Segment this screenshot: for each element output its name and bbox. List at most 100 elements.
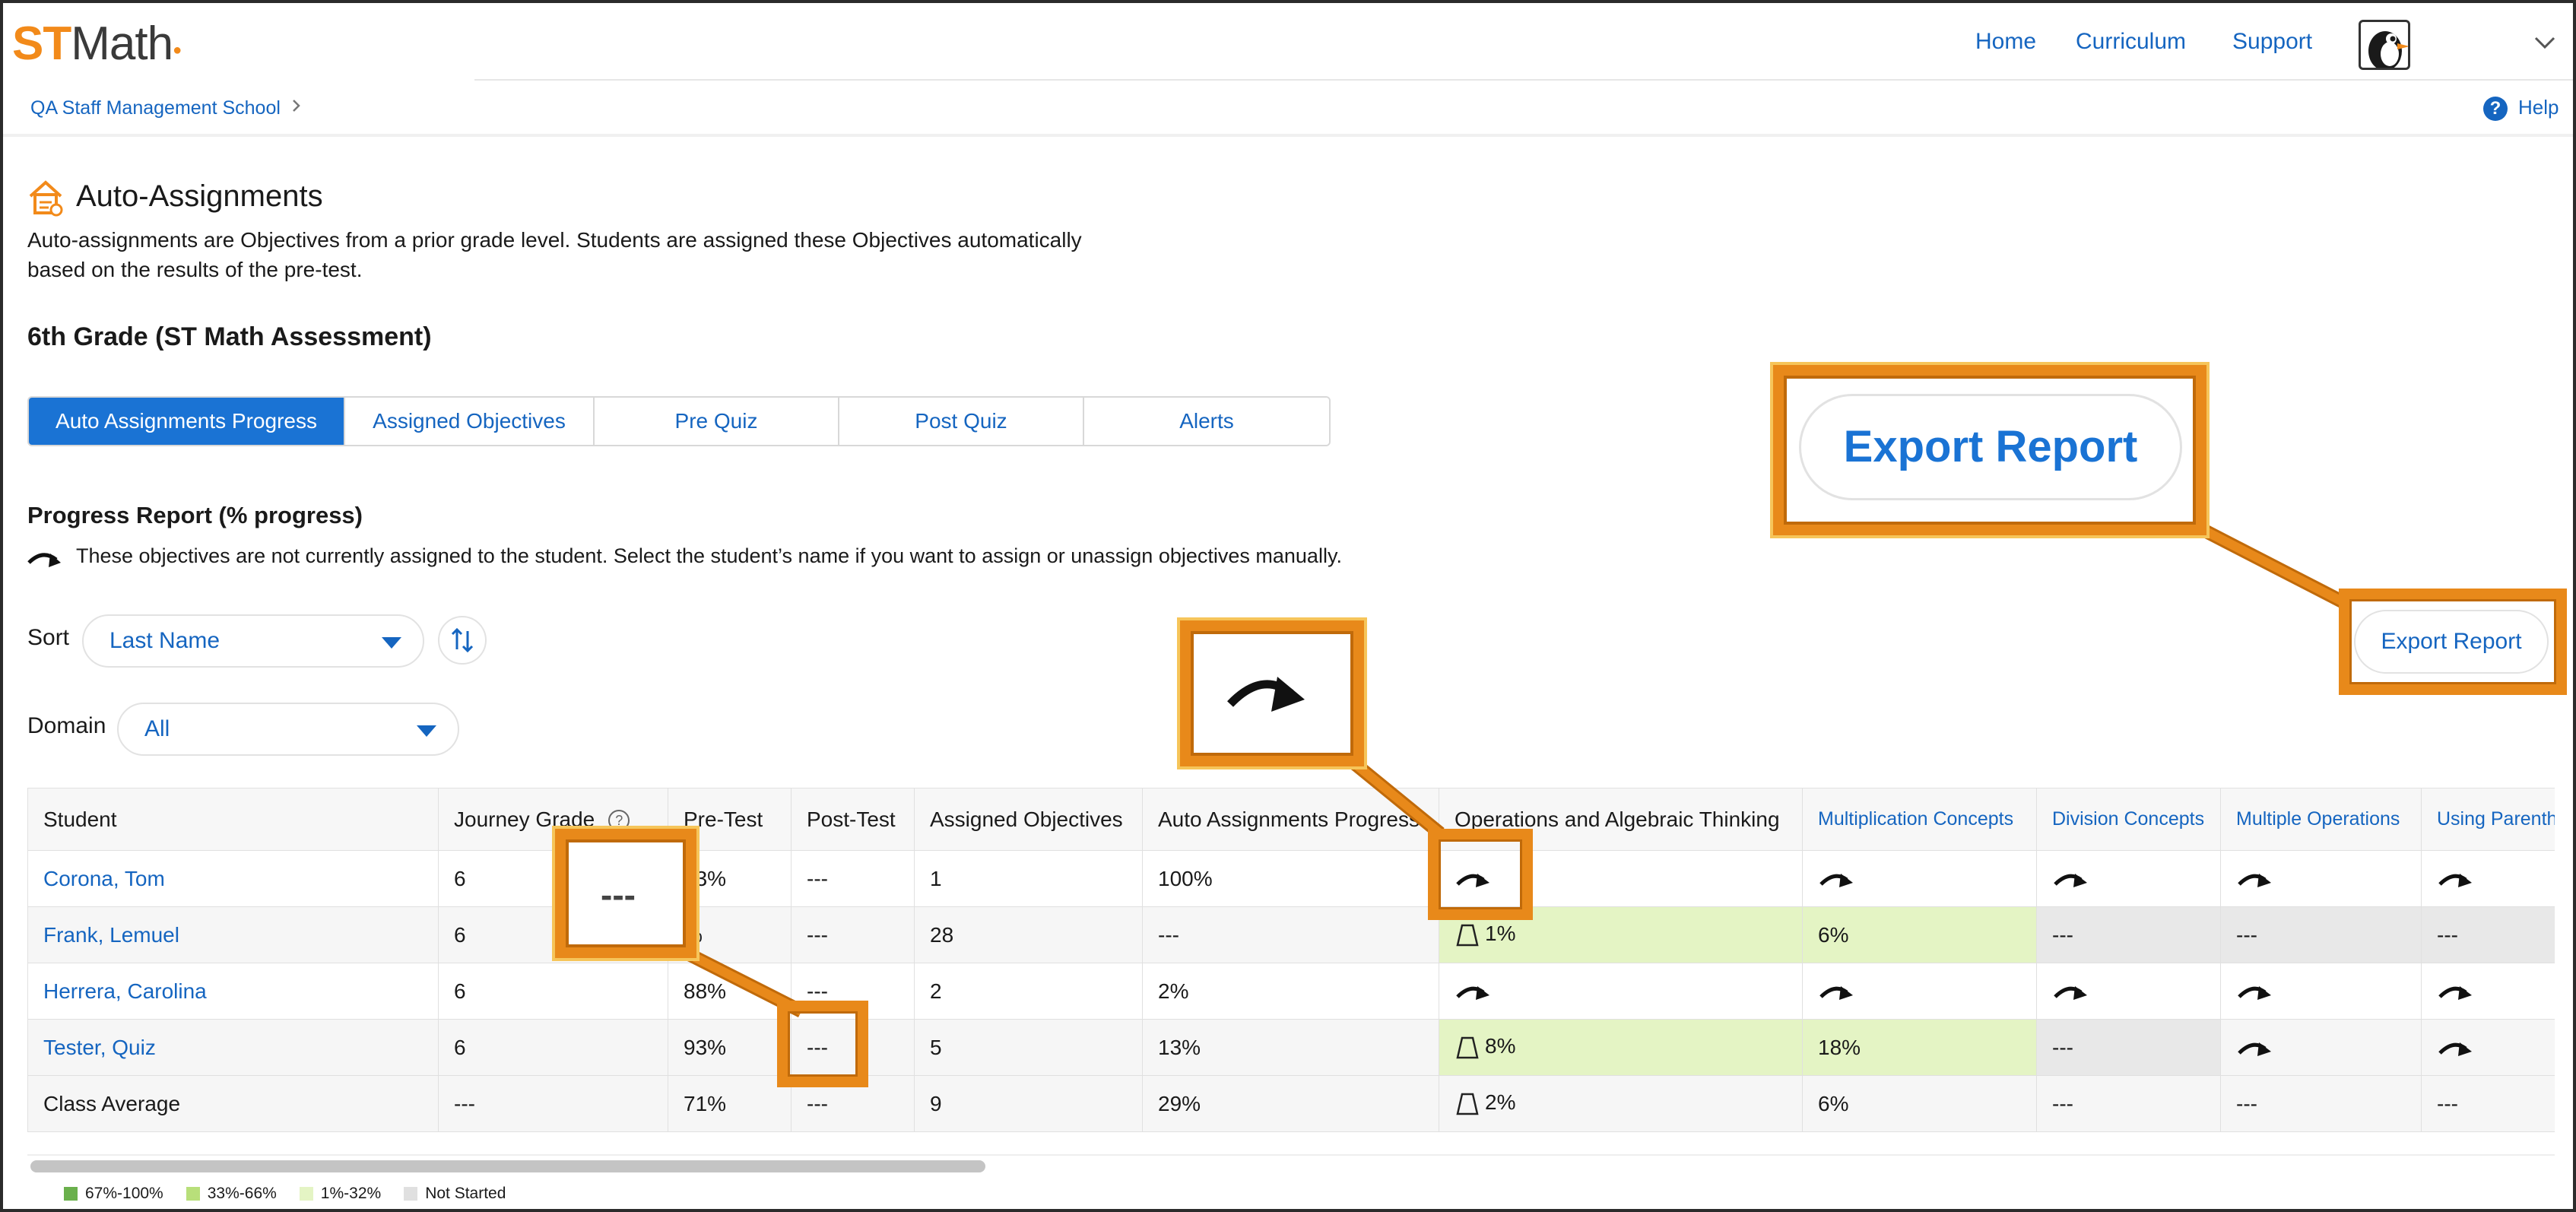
not-assigned-arrow-icon <box>2438 986 2472 1001</box>
legend-item: 67%-100% <box>64 1185 163 1203</box>
sort-direction-button[interactable] <box>438 616 487 665</box>
export-button-highlight <box>2339 589 2567 695</box>
callout-connectors <box>684 522 2350 1018</box>
cell-paren <box>2421 1019 2555 1076</box>
nav-home[interactable]: Home <box>1975 29 2037 54</box>
not-assigned-arrow-icon <box>2438 1042 2472 1057</box>
cell-mult <box>1802 963 2037 1020</box>
not-assigned-arrow-zoom-icon <box>1227 677 1305 712</box>
cell-auto: 29% <box>1142 1075 1439 1132</box>
account-chevron-down-icon[interactable] <box>2533 30 2556 56</box>
cell-paren: --- <box>2421 1075 2555 1132</box>
legend-label: 67%-100% <box>85 1185 163 1202</box>
cell-pre: 93% <box>668 1019 792 1076</box>
scrollbar-thumb[interactable] <box>30 1160 985 1172</box>
tab-alerts[interactable]: Alerts <box>1084 398 1329 445</box>
help-link[interactable]: ? Help <box>2483 96 2559 121</box>
domain-label: Domain <box>27 713 106 738</box>
table-header-row: Student Journey Grade? Pre-Test Post-Tes… <box>27 788 2555 851</box>
col-multiplication-concepts[interactable]: Multiplication Concepts <box>1802 788 2037 851</box>
legend-label: 1%-32% <box>320 1185 382 1202</box>
student-name-link[interactable]: Herrera, Carolina <box>27 963 439 1020</box>
tab-pre-quiz[interactable]: Pre Quiz <box>595 398 839 445</box>
nav-curriculum[interactable]: Curriculum <box>2076 29 2187 54</box>
not-assigned-arrow-icon <box>27 553 61 567</box>
cell-mult: 6% <box>1802 906 2037 963</box>
horizontal-scrollbar[interactable] <box>27 1154 2555 1172</box>
tab-assigned-objectives[interactable]: Assigned Objectives <box>345 398 595 445</box>
breadcrumb-school[interactable]: QA Staff Management School <box>30 97 281 119</box>
legend-label: Not Started <box>425 1185 506 1202</box>
cell-oat <box>1439 963 1803 1020</box>
domain-value: All <box>144 716 170 741</box>
in-progress-bucket-icon <box>1456 1036 1479 1059</box>
tab-auto-assignments-progress[interactable]: Auto Assignments Progress <box>29 398 345 445</box>
help-question-icon: ? <box>2483 97 2508 121</box>
col-student[interactable]: Student <box>27 788 439 851</box>
cell-paren: --- <box>2421 906 2555 963</box>
cell-post: --- <box>791 850 915 907</box>
not-assigned-arrow-icon <box>1456 874 1489 888</box>
cell-oat: 2% <box>1439 1075 1803 1132</box>
col-multiple-operations[interactable]: Multiple Operations <box>2220 788 2422 851</box>
col-assigned-objectives[interactable]: Assigned Objectives <box>914 788 1143 851</box>
page-title: Auto-Assignments <box>76 179 323 213</box>
cell-oat-value: 2% <box>1485 1090 1516 1115</box>
tab-post-quiz[interactable]: Post Quiz <box>839 398 1084 445</box>
cell-assigned: 2 <box>914 963 1143 1020</box>
not-assigned-arrow-icon <box>1819 986 1853 1001</box>
class-average-label: Class Average <box>27 1075 439 1132</box>
cell-div: --- <box>2036 906 2221 963</box>
not-assigned-arrow-icon <box>2238 874 2271 888</box>
sort-select[interactable]: Last Name <box>82 614 424 668</box>
student-name-link[interactable]: Tester, Quiz <box>27 1019 439 1076</box>
cell-oat-value: 8% <box>1485 1034 1516 1058</box>
top-bar: STMath● Home Curriculum Support <box>3 3 2573 82</box>
not-assigned-arrow-icon <box>1819 874 1853 888</box>
st-math-logo[interactable]: STMath● <box>12 17 182 71</box>
progress-legend: 67%-100% 33%-66% 1%-32% Not Started <box>64 1185 506 1203</box>
col-journey-grade-label: Journey Grade <box>454 807 595 831</box>
not-assigned-arrow-icon <box>2438 874 2472 888</box>
legend-item: 1%-32% <box>299 1185 382 1203</box>
cell-multop <box>2220 1019 2422 1076</box>
cell-multop <box>2220 850 2422 907</box>
not-assigned-arrow-icon <box>1456 986 1489 1001</box>
dash-zoom-label: --- <box>601 875 636 915</box>
cell-oat-value: 1% <box>1485 922 1516 946</box>
cell-assigned: 9 <box>914 1075 1143 1132</box>
logo-math: Math <box>71 17 173 70</box>
legend-swatch <box>299 1187 313 1201</box>
col-operations-algebraic-thinking[interactable]: Operations and Algebraic Thinking <box>1439 788 1803 851</box>
arrow-cell-highlight <box>1428 829 1533 920</box>
not-assigned-arrow-icon <box>2238 986 2271 1001</box>
cell-auto: 2% <box>1142 963 1439 1020</box>
cell-paren <box>2421 963 2555 1020</box>
help-label: Help <box>2518 96 2559 119</box>
sort-label: Sort <box>27 625 70 650</box>
cell-assigned: 5 <box>914 1019 1143 1076</box>
dash-zoom-callout: --- <box>555 829 696 958</box>
legend-label: 33%-66% <box>207 1185 277 1202</box>
cell-div: --- <box>2036 1019 2221 1076</box>
domain-select[interactable]: All <box>117 703 459 756</box>
not-assigned-arrow-icon <box>2054 986 2087 1001</box>
post-test-cell-highlight <box>777 1001 868 1087</box>
student-name-link[interactable]: Frank, Lemuel <box>27 906 439 963</box>
col-division-concepts[interactable]: Division Concepts <box>2036 788 2221 851</box>
col-using-parentheses[interactable]: Using Parenth <box>2421 788 2555 851</box>
export-report-button[interactable]: Export Report <box>2354 610 2549 674</box>
report-tabs: Auto Assignments Progress Assigned Objec… <box>27 396 1331 446</box>
cell-div: --- <box>2036 1075 2221 1132</box>
grade-heading: 6th Grade (ST Math Assessment) <box>27 322 432 351</box>
not-assigned-note: These objectives are not currently assig… <box>76 544 1342 567</box>
cell-div <box>2036 850 2221 907</box>
legend-swatch <box>186 1187 200 1201</box>
cell-oat: 8% <box>1439 1019 1803 1076</box>
cell-mult <box>1802 850 2037 907</box>
logo-st: ST <box>12 17 71 70</box>
avatar[interactable] <box>2359 20 2410 70</box>
nav-support[interactable]: Support <box>2232 29 2313 54</box>
student-name-link[interactable]: Corona, Tom <box>27 850 439 907</box>
